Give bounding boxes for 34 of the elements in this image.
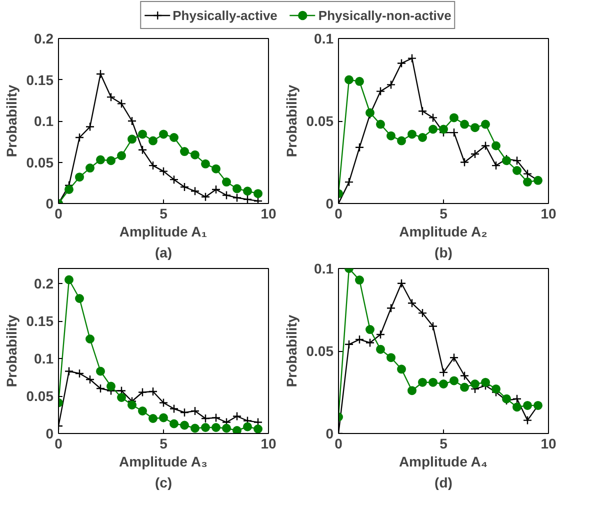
x-tick-label: 5 bbox=[440, 436, 448, 452]
y-axis-title: Probability bbox=[283, 314, 300, 388]
x-tick-label: 5 bbox=[160, 206, 168, 222]
x-axis-title: Amplitude A₄ bbox=[398, 454, 488, 470]
x-tick-label: 10 bbox=[260, 206, 276, 222]
y-tick-label: 0.05 bbox=[306, 343, 334, 359]
y-tick-label: 0.15 bbox=[26, 72, 54, 88]
y-axis-title: Probability bbox=[3, 84, 20, 158]
y-tick-label: 0.1 bbox=[34, 350, 54, 366]
y-tick-label: 0.2 bbox=[34, 30, 54, 46]
y-axis-title: Probability bbox=[283, 84, 300, 158]
y-tick-label: 0.05 bbox=[306, 113, 334, 129]
x-tick-label: 5 bbox=[160, 436, 168, 452]
y-tick-label: 0.15 bbox=[26, 313, 54, 329]
x-axis-title: Amplitude A₃ bbox=[119, 454, 208, 470]
legend-label: Physically-active bbox=[172, 8, 278, 22]
y-axis-title: Probability bbox=[3, 314, 20, 388]
x-tick-label: 10 bbox=[260, 436, 276, 452]
y-tick-label: 0 bbox=[46, 196, 54, 212]
x-axis-title: Amplitude A₁ bbox=[119, 224, 208, 240]
y-tick-label: 0.1 bbox=[314, 260, 334, 276]
y-tick-label: 0.05 bbox=[26, 154, 54, 170]
y-tick-label: 0 bbox=[326, 426, 334, 442]
y-tick-label: 0.1 bbox=[314, 30, 334, 46]
y-tick-label: 0 bbox=[46, 426, 54, 442]
x-tick-label: 10 bbox=[540, 206, 556, 222]
y-tick-label: 0.2 bbox=[34, 276, 54, 292]
y-tick-label: 0.05 bbox=[26, 388, 54, 404]
x-tick-label: 10 bbox=[540, 436, 556, 452]
y-tick-label: 0.1 bbox=[34, 113, 54, 129]
x-axis-title: Amplitude A₂ bbox=[399, 224, 488, 240]
legend-label: Physically-non-active bbox=[318, 8, 452, 22]
y-tick-label: 0 bbox=[326, 196, 334, 212]
x-tick-label: 5 bbox=[440, 206, 448, 222]
